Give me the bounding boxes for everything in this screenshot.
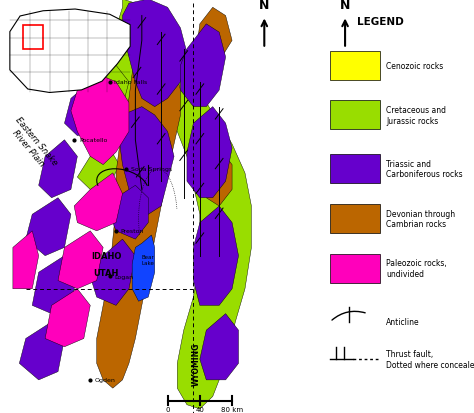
Polygon shape — [64, 83, 103, 136]
Text: N: N — [259, 0, 270, 12]
Polygon shape — [19, 322, 64, 380]
Text: 80 km: 80 km — [221, 406, 243, 412]
Text: Cenozoic rocks: Cenozoic rocks — [386, 62, 443, 71]
Polygon shape — [32, 256, 77, 314]
Polygon shape — [90, 240, 136, 306]
Text: Anticline: Anticline — [386, 318, 419, 327]
Polygon shape — [200, 314, 238, 380]
Text: WYOMING: WYOMING — [192, 342, 201, 385]
Text: Ogden: Ogden — [95, 377, 116, 382]
Text: Cretaceous and
Jurassic rocks: Cretaceous and Jurassic rocks — [386, 106, 446, 125]
Text: Triassic and
Carboniferous rocks: Triassic and Carboniferous rocks — [386, 160, 463, 179]
Polygon shape — [132, 235, 155, 301]
Bar — [330, 254, 380, 283]
Text: Preston: Preston — [121, 229, 145, 234]
Text: Eastern Snake
River Plain: Eastern Snake River Plain — [5, 115, 59, 174]
Polygon shape — [122, 0, 187, 107]
Bar — [330, 204, 380, 233]
Polygon shape — [206, 149, 232, 206]
Polygon shape — [187, 107, 232, 198]
Text: LEGEND: LEGEND — [356, 17, 403, 26]
Polygon shape — [26, 198, 71, 256]
Text: Logan: Logan — [114, 274, 134, 279]
Polygon shape — [13, 231, 39, 289]
Bar — [23, 26, 43, 50]
Polygon shape — [77, 149, 119, 190]
Polygon shape — [58, 231, 103, 289]
Text: Idaho Falls: Idaho Falls — [114, 80, 148, 85]
Polygon shape — [181, 25, 226, 107]
Polygon shape — [109, 0, 251, 409]
Polygon shape — [39, 140, 77, 198]
Text: Thrust fault,
Dotted where concealed: Thrust fault, Dotted where concealed — [386, 350, 474, 369]
Polygon shape — [109, 186, 148, 240]
Text: 40: 40 — [195, 406, 204, 412]
Bar — [330, 155, 380, 184]
Text: N: N — [340, 0, 350, 12]
Polygon shape — [197, 8, 232, 62]
Polygon shape — [74, 173, 122, 231]
Polygon shape — [45, 289, 90, 347]
Polygon shape — [119, 107, 174, 215]
Bar — [330, 52, 380, 81]
Text: IDAHO: IDAHO — [91, 252, 121, 261]
Text: Pocatello: Pocatello — [79, 138, 107, 143]
Polygon shape — [87, 66, 129, 116]
Text: Devonian through
Cambrian rocks: Devonian through Cambrian rocks — [386, 209, 455, 228]
Bar — [330, 101, 380, 130]
Text: Paleozoic rocks,
undivided: Paleozoic rocks, undivided — [386, 259, 447, 278]
Text: Bear
Lake: Bear Lake — [142, 255, 155, 266]
Text: Soda Springs: Soda Springs — [130, 167, 172, 172]
Text: 0: 0 — [165, 406, 170, 412]
Polygon shape — [97, 41, 181, 388]
Polygon shape — [10, 10, 130, 93]
Text: UTAH: UTAH — [94, 268, 119, 277]
Polygon shape — [193, 206, 238, 306]
Polygon shape — [71, 74, 129, 165]
